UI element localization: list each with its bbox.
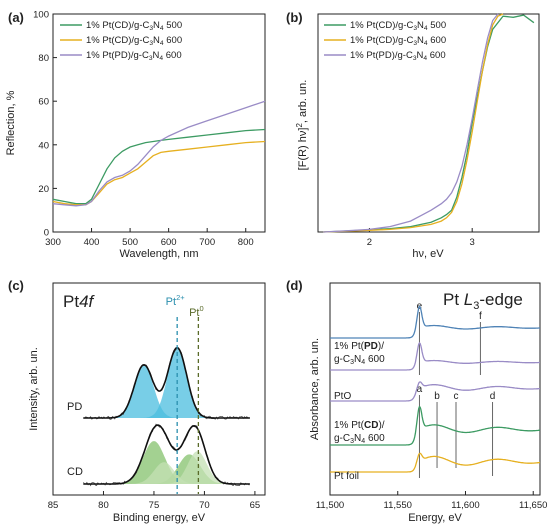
- panel-b-x-tick-label: 2: [367, 237, 372, 248]
- panel-a-series-line-0: [52, 128, 266, 205]
- panel-a-legend-entry: 1% Pt(CD)/g-C3N4 600: [86, 35, 182, 47]
- panel-a-series: [52, 100, 266, 207]
- panel-b-plot-frame: [317, 13, 540, 233]
- panel-d-label: (d): [286, 278, 303, 293]
- panel-c-xps-chart: (c) 85 80 75 70 65 Pt2+Pt0 Pt4f PD CD Bindin…: [8, 278, 266, 524]
- panel-c-x-tick-label: 75: [149, 500, 160, 511]
- panel-a-x-tick-label: 400: [84, 237, 100, 248]
- panel-d-spectrum-1: [330, 341, 540, 371]
- panel-c-plot-frame: [52, 282, 266, 496]
- panel-c-label-cd: CD: [67, 466, 83, 478]
- panel-c-peak-fill: [113, 441, 195, 484]
- panel-d-label-pto: PtO: [334, 391, 351, 402]
- panel-b-legend-entry: 1% Pt(PD)/g-C3N4 600: [350, 50, 446, 62]
- panel-c-peak-fill: [123, 462, 205, 484]
- panel-d-marker-label: a: [417, 384, 423, 395]
- panel-a-x-axis-label: Wavelength, nm: [119, 248, 198, 260]
- panel-c-y-axis-label: Intensity, arb. un.: [28, 347, 40, 431]
- panel-a-x-tick-label: 700: [199, 237, 215, 248]
- panel-d-label-pt-foil: Pt foil: [334, 471, 359, 482]
- panel-c-axes: 85 80 75 70 65: [48, 491, 260, 511]
- panel-d-spectrum-4: [330, 452, 541, 473]
- panel-d-plot-frame: [329, 282, 541, 496]
- panel-d-label-pd-line2: g-C3N4 600: [334, 354, 385, 366]
- panel-c-x-tick-label: 85: [48, 500, 59, 511]
- panel-a-label: (a): [8, 10, 24, 25]
- panel-b-x-axis-label: hν, eV: [412, 248, 444, 260]
- panel-a-x-tick-label: 600: [161, 237, 177, 248]
- panel-d-x-tick-label: 11,550: [384, 500, 412, 511]
- panel-a-reflection-chart: (a) 300 400 500 600 700 800 0 20 40 60 80 100 1% Pt…: [5, 10, 266, 260]
- panel-d-y-axis-label: Absorbance, arb. un.: [309, 338, 321, 440]
- panel-a-y-tick-label: 40: [38, 140, 49, 151]
- panel-a-series-line-1: [52, 140, 266, 206]
- panel-a-y-axis-label: Reflection, %: [5, 90, 17, 155]
- panel-a-y-tick-label: 0: [44, 228, 49, 239]
- panel-b-legend: 1% Pt(CD)/g-C3N4 500 1% Pt(CD)/g-C3N4 600…: [324, 20, 446, 62]
- panel-a-legend-entry: 1% Pt(CD)/g-C3N4 500: [86, 20, 182, 32]
- panel-c-title: Pt4f: [63, 292, 96, 311]
- panel-b-legend-entry: 1% Pt(CD)/g-C3N4 600: [350, 35, 446, 47]
- panel-a-legend-entry: 1% Pt(PD)/g-C3N4 600: [86, 50, 182, 62]
- panel-c-reference-label: Pt0: [189, 304, 204, 319]
- panel-c-label: (c): [8, 278, 24, 293]
- panel-b-x-tick-label: 3: [470, 237, 475, 248]
- panel-a-series-line-2: [52, 100, 266, 207]
- panel-d-spectrum-3: [330, 405, 541, 446]
- panel-c-x-tick-label: 65: [250, 500, 261, 511]
- panel-c-peak-fill: [103, 365, 185, 418]
- panel-d-x-axis-label: Energy, eV: [408, 512, 462, 524]
- panel-c-spectra: [82, 346, 250, 487]
- panel-b-series-line-0: [323, 14, 535, 233]
- panel-d-axes: 11,500 11,550 11,600 11,650: [316, 491, 547, 511]
- panel-c-x-tick-label: 70: [199, 500, 210, 511]
- panel-d-x-tick-label: 11,500: [316, 500, 344, 511]
- panel-a-axes: 300 400 500 600 700 800 0 20 40 60 80 100: [33, 10, 254, 249]
- panel-d-marker-label: d: [490, 391, 496, 402]
- panel-b-series: [323, 13, 535, 233]
- panel-c-fit-envelope: [83, 346, 250, 419]
- panel-c-peak-fill: [157, 451, 238, 484]
- panel-d-label-pd-line1: 1% Pt(PD)/: [334, 341, 384, 352]
- panel-b-series-line-1: [323, 13, 504, 233]
- panel-d-title: Pt L3-edge: [443, 290, 523, 312]
- panel-d-x-tick-label: 11,600: [451, 500, 479, 511]
- panel-c-reference-lines: Pt2+Pt0: [166, 293, 204, 494]
- panel-d-label-cd-line1: 1% Pt(CD)/: [334, 420, 385, 431]
- panel-a-y-tick-label: 80: [38, 53, 49, 64]
- panel-a-y-tick-label: 20: [38, 184, 49, 195]
- panel-a-x-tick-label: 800: [238, 237, 254, 248]
- panel-a-plot-frame: [52, 13, 266, 233]
- panel-b-label: (b): [286, 10, 303, 25]
- panel-c-x-axis-label: Binding energy, eV: [113, 512, 206, 524]
- panel-d-series: [330, 305, 541, 473]
- panel-d-marker-label: c: [454, 391, 459, 402]
- panel-a-y-tick-label: 60: [38, 97, 49, 108]
- panel-b-series-line-2: [323, 13, 499, 233]
- panel-a-y-tick-label: 100: [33, 10, 49, 21]
- panel-c-x-tick-label: 80: [98, 500, 109, 511]
- panel-b-y-axis-label: [F(R) hν]2, arb. un.: [295, 80, 309, 171]
- panel-a-x-tick-label: 300: [45, 237, 61, 248]
- panel-b-legend-entry: 1% Pt(CD)/g-C3N4 500: [350, 20, 446, 32]
- panel-d-label-cd-line2: g-C3N4 600: [334, 433, 385, 445]
- panel-a-x-tick-label: 500: [122, 237, 138, 248]
- panel-d-x-tick-label: 11,650: [519, 500, 547, 511]
- panel-d-marker-label: f: [479, 311, 482, 322]
- panel-d-spectrum-0: [330, 305, 540, 339]
- panel-a-legend: 1% Pt(CD)/g-C3N4 500 1% Pt(CD)/g-C3N4 600…: [60, 20, 182, 62]
- panel-c-label-pd: PD: [67, 401, 82, 413]
- panel-d-spectrum-2: [330, 381, 540, 402]
- panel-c-fit-envelope: [83, 424, 250, 485]
- panel-d-marker-label: b: [434, 391, 440, 402]
- panel-c-reference-label: Pt2+: [166, 293, 186, 308]
